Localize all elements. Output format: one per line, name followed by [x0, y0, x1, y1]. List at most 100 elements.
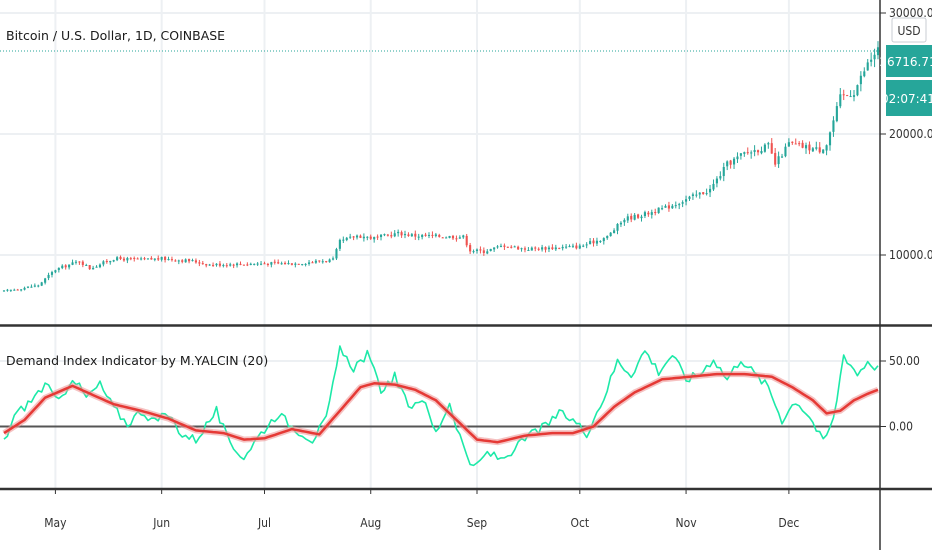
candle-body[interactable]: [568, 246, 571, 248]
candle-body[interactable]: [205, 264, 208, 266]
candle-body[interactable]: [647, 212, 650, 215]
candle-body[interactable]: [64, 265, 67, 268]
candle-body[interactable]: [98, 264, 102, 268]
candle-body[interactable]: [157, 258, 160, 260]
candle-body[interactable]: [626, 216, 629, 221]
candle-body[interactable]: [613, 230, 616, 234]
candle-body[interactable]: [787, 142, 790, 147]
candle-body[interactable]: [150, 257, 153, 260]
candle-body[interactable]: [784, 146, 787, 157]
candle-body[interactable]: [705, 193, 708, 195]
candle-body[interactable]: [534, 247, 537, 249]
candle-body[interactable]: [294, 263, 297, 265]
candle-body[interactable]: [331, 258, 335, 260]
candle-body[interactable]: [246, 264, 249, 266]
candle-body[interactable]: [866, 62, 869, 71]
candle-body[interactable]: [472, 251, 475, 253]
candle-body[interactable]: [458, 237, 461, 239]
candle-body[interactable]: [277, 262, 280, 264]
candle-body[interactable]: [774, 152, 777, 165]
candle-body[interactable]: [129, 258, 132, 260]
candle-body[interactable]: [547, 247, 551, 250]
candle-body[interactable]: [434, 234, 437, 237]
candle-body[interactable]: [16, 289, 19, 291]
candle-body[interactable]: [589, 241, 592, 245]
candle-body[interactable]: [212, 264, 215, 266]
candle-body[interactable]: [177, 260, 180, 262]
candle-body[interactable]: [13, 289, 16, 291]
candle-body[interactable]: [431, 234, 434, 236]
candle-body[interactable]: [791, 141, 794, 143]
candle-body[interactable]: [304, 263, 307, 265]
candle-body[interactable]: [393, 233, 396, 237]
candle-body[interactable]: [280, 263, 283, 265]
candle-body[interactable]: [236, 263, 239, 266]
candle-body[interactable]: [215, 263, 218, 266]
candle-body[interactable]: [609, 232, 612, 237]
candle-body[interactable]: [9, 289, 12, 291]
candle-body[interactable]: [523, 248, 527, 250]
candle-body[interactable]: [702, 192, 705, 195]
candle-body[interactable]: [739, 153, 742, 156]
candle-body[interactable]: [780, 156, 784, 158]
candle-body[interactable]: [122, 258, 126, 261]
candle-body[interactable]: [561, 246, 564, 249]
candle-body[interactable]: [592, 240, 595, 244]
currency-label[interactable]: USD: [891, 17, 927, 43]
candle-body[interactable]: [606, 236, 609, 239]
candle-body[interactable]: [26, 286, 30, 288]
candle-body[interactable]: [417, 236, 420, 238]
candle-body[interactable]: [301, 264, 304, 266]
candle-body[interactable]: [691, 194, 694, 196]
candle-body[interactable]: [160, 257, 163, 260]
candle-body[interactable]: [325, 261, 328, 263]
candle-body[interactable]: [496, 246, 499, 248]
candle-body[interactable]: [249, 263, 252, 265]
candle-body[interactable]: [359, 235, 362, 238]
candle-body[interactable]: [287, 263, 290, 265]
candle-body[interactable]: [85, 264, 88, 266]
candle-body[interactable]: [170, 259, 174, 261]
candle-body[interactable]: [191, 260, 194, 262]
candle-body[interactable]: [421, 234, 424, 238]
candle-body[interactable]: [756, 150, 760, 153]
candle-body[interactable]: [270, 262, 273, 265]
candle-body[interactable]: [863, 71, 866, 77]
candle-body[interactable]: [582, 245, 585, 247]
candle-body[interactable]: [462, 235, 465, 238]
candle-body[interactable]: [105, 260, 108, 263]
candle-body[interactable]: [218, 263, 221, 266]
candle-body[interactable]: [828, 132, 832, 146]
candle-body[interactable]: [342, 239, 345, 241]
candle-body[interactable]: [30, 286, 33, 288]
candle-body[interactable]: [369, 236, 372, 239]
candle-body[interactable]: [410, 234, 413, 237]
candle-body[interactable]: [188, 258, 191, 262]
candle-body[interactable]: [74, 261, 78, 263]
candle-body[interactable]: [116, 257, 119, 261]
candle-body[interactable]: [777, 156, 780, 165]
candle-body[interactable]: [400, 232, 403, 236]
candle-body[interactable]: [815, 147, 818, 149]
candle-body[interactable]: [870, 59, 873, 62]
candle-body[interactable]: [554, 247, 557, 250]
candle-body[interactable]: [513, 246, 516, 248]
candle-body[interactable]: [297, 263, 300, 265]
candle-body[interactable]: [736, 156, 739, 160]
candle-body[interactable]: [661, 208, 664, 210]
candle-body[interactable]: [732, 158, 736, 165]
candle-body[interactable]: [671, 205, 674, 209]
candle-body[interactable]: [876, 47, 880, 56]
candle-body[interactable]: [390, 235, 393, 237]
candle-body[interactable]: [167, 259, 170, 261]
candle-body[interactable]: [290, 263, 293, 265]
candle-body[interactable]: [602, 238, 605, 242]
candle-body[interactable]: [448, 235, 451, 238]
candle-body[interactable]: [544, 247, 547, 250]
candle-body[interactable]: [338, 239, 341, 249]
demand-index-line[interactable]: [3, 345, 879, 467]
candle-body[interactable]: [194, 260, 197, 263]
candle-body[interactable]: [541, 247, 544, 250]
candle-body[interactable]: [314, 260, 317, 263]
candle-body[interactable]: [307, 262, 311, 264]
